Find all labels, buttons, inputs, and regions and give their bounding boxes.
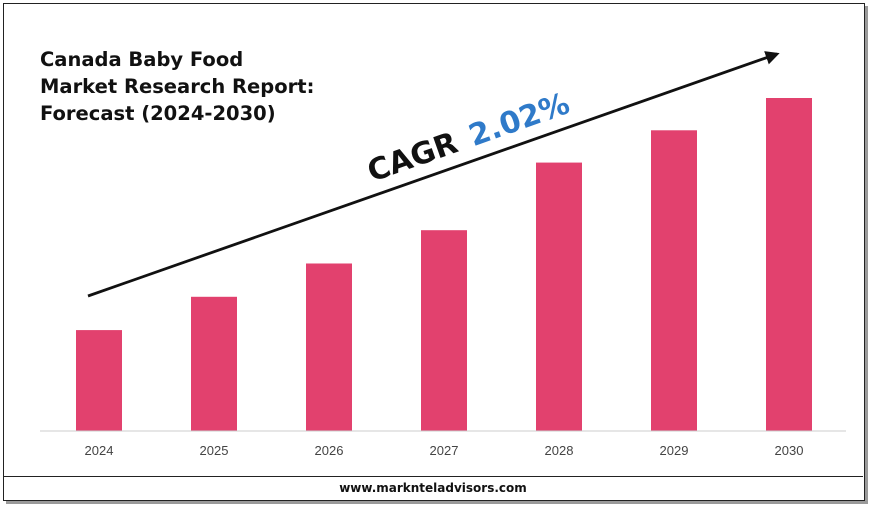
x-tick-label-2024: 2024: [85, 443, 114, 458]
x-tick-label-2026: 2026: [315, 443, 344, 458]
trend-arrow: [87, 51, 780, 298]
bar-group: [76, 98, 812, 432]
x-tick-label-2027: 2027: [430, 443, 459, 458]
bar-2028: [536, 162, 582, 431]
bar-2024: [76, 330, 122, 431]
bar-2027: [421, 230, 467, 431]
x-tick-label-2029: 2029: [660, 443, 689, 458]
x-tick-group: 2024 2025 2026 2027 2028 2029 2030: [85, 443, 804, 458]
x-tick-label-2028: 2028: [545, 443, 574, 458]
bar-2025: [191, 296, 237, 431]
x-tick-label-2025: 2025: [200, 443, 229, 458]
bar-2030: [766, 98, 812, 431]
x-tick-label-2030: 2030: [775, 443, 804, 458]
chart-title-line-3: Forecast (2024-2030): [40, 102, 276, 125]
chart-title-line-1: Canada Baby Food: [40, 48, 243, 71]
bar-2029: [651, 130, 697, 432]
cagr-label: CAGR: [363, 126, 462, 190]
footer-website: www.marknteladvisors.com: [3, 476, 863, 500]
bar-2026: [306, 263, 352, 431]
chart-title-line-2: Market Research Report:: [40, 75, 314, 98]
